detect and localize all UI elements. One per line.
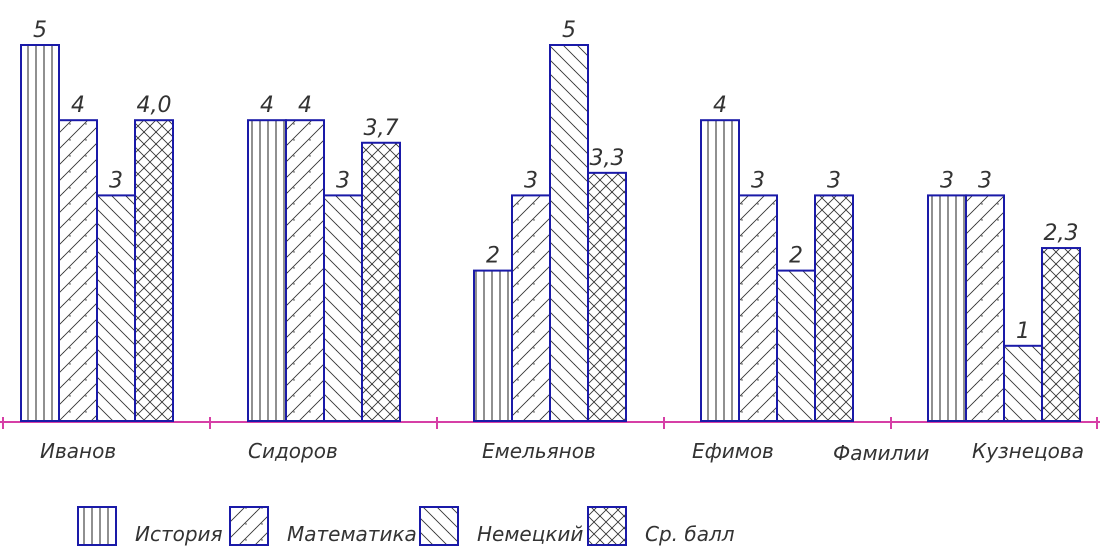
bar-3-2 [587,171,627,422]
value-label-3-0: 4,0 [137,93,172,118]
bar-2-0 [96,194,136,422]
bar-3-4 [1041,247,1081,422]
bar-1-1 [285,119,325,422]
value-label-3-2: 3,3 [590,146,625,171]
category-labels: Иванов Сидоров Емельянов Ефимов Кузнецова [40,439,1084,463]
bar-0-4 [927,194,967,422]
legend-swatch-0 [77,506,117,546]
value-label-2-0: 3 [109,168,123,193]
value-label-1-1: 4 [298,93,312,118]
legend: История Математика Немецкий Ср. балл [77,506,735,546]
value-label-1-0: 4 [71,93,85,118]
bar-2-4 [1003,344,1043,422]
value-label-1-4: 3 [978,168,992,193]
bar-1-2 [511,194,551,422]
bar-3-1 [361,141,401,422]
value-label-3-3: 3 [827,168,841,193]
legend-label-3: Ср. балл [645,522,735,546]
bar-2-1 [323,194,363,422]
value-label-3-1: 3,7 [364,116,399,141]
value-label-0-3: 4 [713,93,727,118]
value-label-2-3: 2 [789,244,803,269]
bar-1-0 [58,119,98,422]
value-label-0-2: 2 [486,244,500,269]
value-label-0-4: 3 [940,168,954,193]
bar-3-0 [134,119,174,422]
bar-0-2 [473,269,513,422]
bar-0-0 [20,44,60,422]
bar-3-3 [814,194,854,422]
bar-1-4 [965,194,1005,422]
legend-swatch-3 [587,506,627,546]
bar-2-2 [549,44,589,422]
bar-0-1 [247,119,287,422]
legend-swatch-1 [229,506,269,546]
legend-swatch-2 [419,506,459,546]
value-label-1-2: 3 [524,168,538,193]
category-label-0: Иванов [40,439,116,463]
category-label-4: Кузнецова [972,439,1084,463]
value-label-0-0: 5 [33,18,47,43]
bars [20,44,1081,422]
value-label-2-2: 5 [562,18,576,43]
bar-2-3 [776,269,816,422]
bar-1-3 [738,194,778,422]
legend-label-1: Математика [287,522,417,546]
category-label-3: Ефимов [692,439,774,463]
value-label-1-3: 3 [751,168,765,193]
category-label-2: Емельянов [482,439,596,463]
legend-label-0: История [135,522,223,546]
category-label-1: Сидоров [248,439,338,463]
value-label-0-1: 4 [260,93,274,118]
x-axis-label: Фамилии [833,441,929,465]
value-label-2-4: 1 [1016,319,1030,344]
bar-0-3 [700,119,740,422]
legend-label-2: Немецкий [477,522,583,546]
value-label-2-1: 3 [336,168,350,193]
value-label-3-4: 2,3 [1044,221,1079,246]
